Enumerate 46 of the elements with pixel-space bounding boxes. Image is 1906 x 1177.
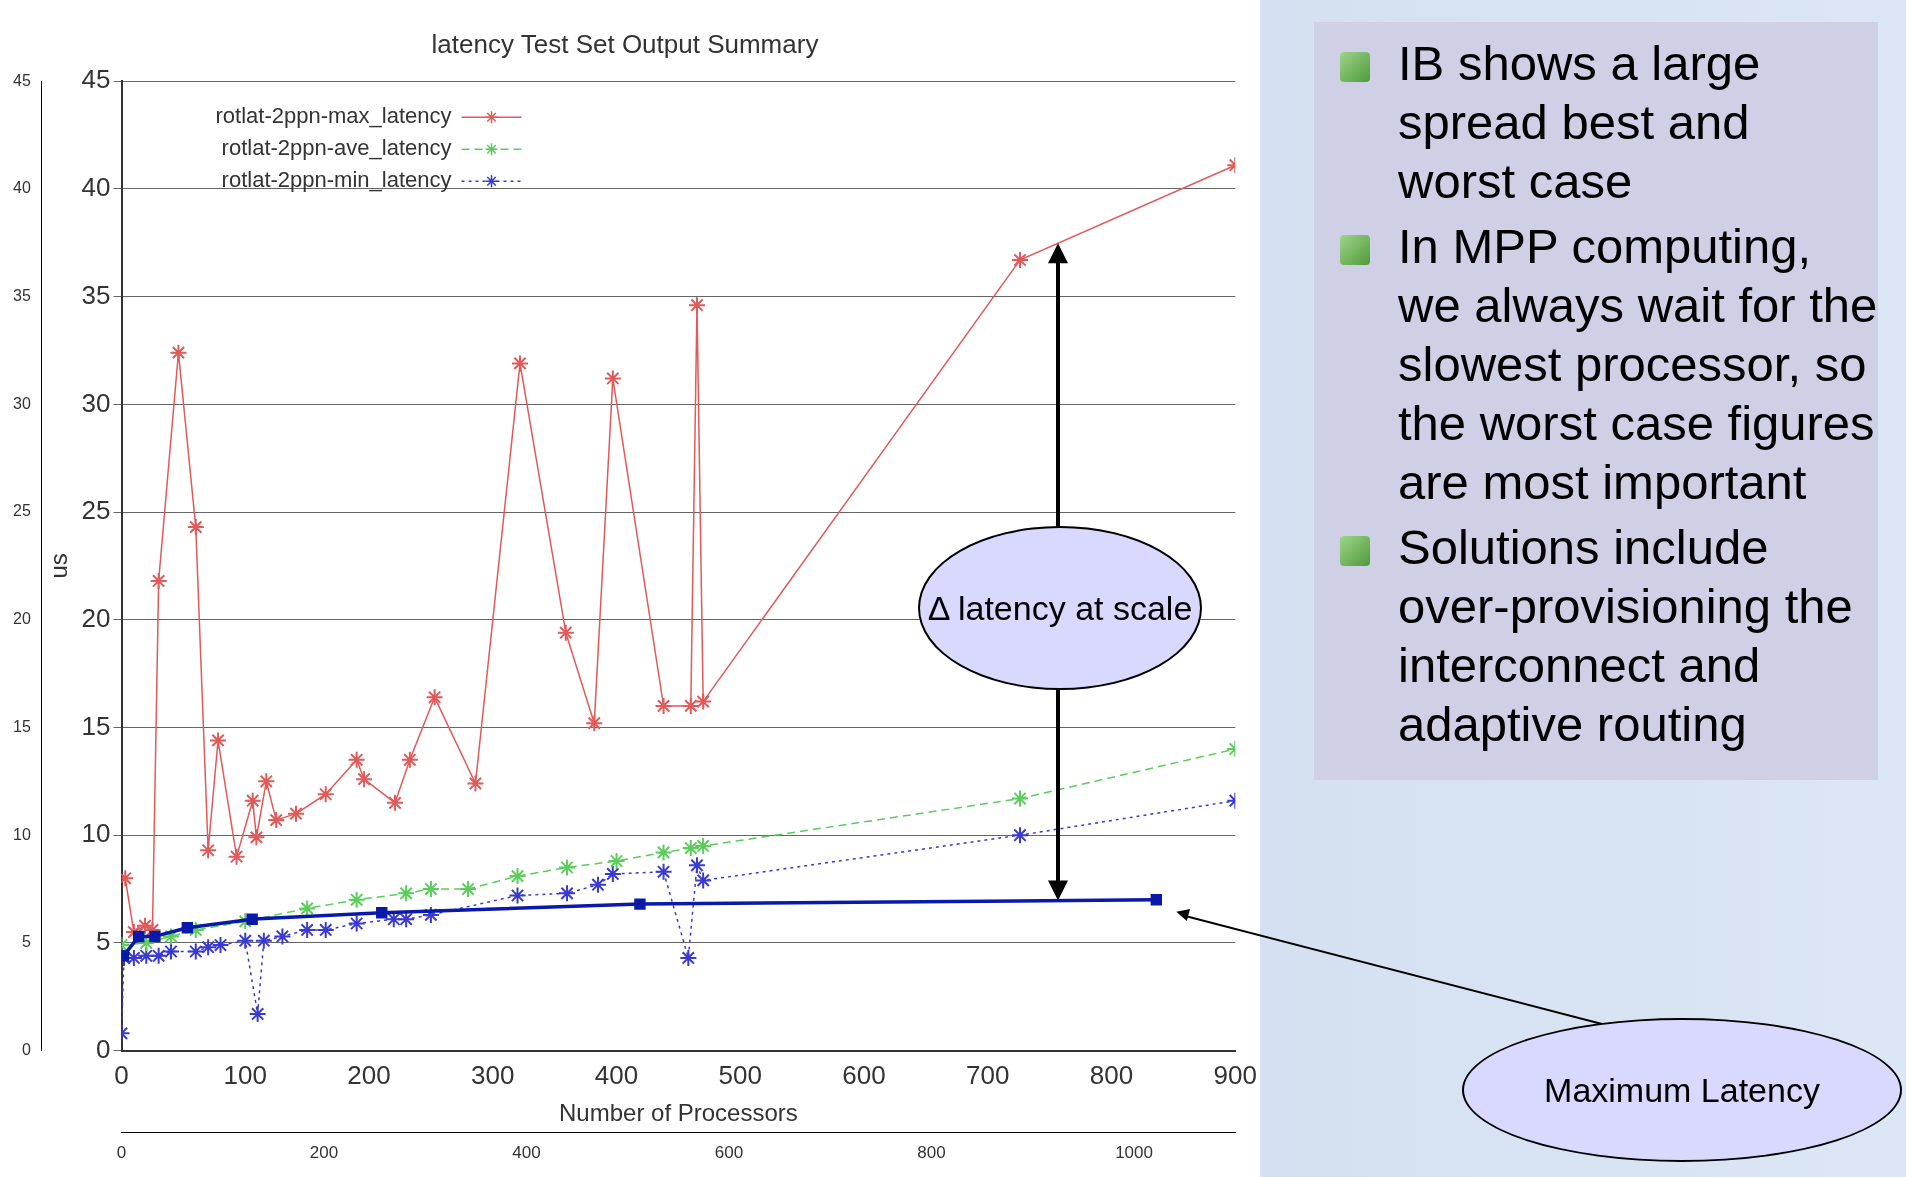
- x-tick-label: 400: [594, 1060, 639, 1091]
- y-tick-label: 0: [21, 1041, 31, 1059]
- x-tick-label: 0: [114, 1060, 129, 1091]
- y2-tick-label: 40: [81, 172, 111, 203]
- y2-tick-label: 5: [96, 926, 111, 957]
- x2-tick-label: 800: [917, 1143, 946, 1163]
- x-tick-label: 200: [347, 1060, 391, 1091]
- y2-tick-label: 25: [81, 495, 111, 526]
- x-tick-label: 500: [718, 1060, 762, 1091]
- legend-label: rotlat-2ppn-max_latency: [215, 103, 452, 129]
- legend-label: rotlat-2ppn-min_latency: [221, 167, 452, 193]
- legend-label: rotlat-2ppn-ave_latency: [221, 135, 452, 161]
- y-tick-label: 45: [13, 71, 31, 89]
- y-tick-label: 30: [13, 394, 31, 412]
- y2-tick-label: 30: [81, 387, 111, 418]
- y2-tick-label: 35: [81, 279, 111, 310]
- y2-tick-label: 0: [96, 1033, 111, 1064]
- x2-tick-label: 0: [116, 1143, 127, 1163]
- y-tick-label: 10: [13, 825, 31, 843]
- x-tick-label: 600: [842, 1060, 886, 1091]
- x-tick-label: 800: [1089, 1060, 1134, 1091]
- x2-tick-label: 400: [512, 1143, 541, 1163]
- y2-tick-label: 20: [81, 602, 111, 633]
- ellipse-callout: Maximum Latency: [1462, 1018, 1902, 1162]
- x-axis-title: Number of Processors: [559, 1098, 798, 1126]
- x2-tick-label: 600: [714, 1143, 744, 1163]
- text: IB shows a large spread best and worst case: [1398, 36, 1761, 208]
- y-tick-label: 20: [13, 610, 31, 628]
- y-tick-label: 15: [13, 717, 31, 735]
- chart-title: latency Test Set Output Summary: [431, 28, 819, 59]
- y-tick-label: 25: [13, 502, 31, 520]
- text: Solutions include over-provisioning the interconnect and adaptive routing: [1398, 520, 1853, 751]
- y-axis-title: us: [44, 553, 72, 579]
- text: In MPP computing, we always wait for the slowest processor, so the worst case figures are most important: [1398, 219, 1878, 509]
- y2-tick-label: 15: [81, 710, 111, 741]
- y2-tick-label: 45: [81, 64, 111, 95]
- x-tick-label: 300: [471, 1060, 515, 1091]
- y-tick-label: 40: [13, 179, 31, 197]
- y-tick-label: 5: [21, 933, 31, 951]
- x2-tick-label: 200: [309, 1143, 339, 1163]
- x-tick-label: 700: [966, 1060, 1010, 1091]
- x-tick-label: 100: [223, 1060, 267, 1091]
- x-tick-label: 900: [1213, 1060, 1258, 1091]
- y-tick-label: 35: [13, 287, 31, 305]
- y2-tick-label: 10: [81, 818, 111, 849]
- x2-tick-label: 1000: [1115, 1143, 1153, 1163]
